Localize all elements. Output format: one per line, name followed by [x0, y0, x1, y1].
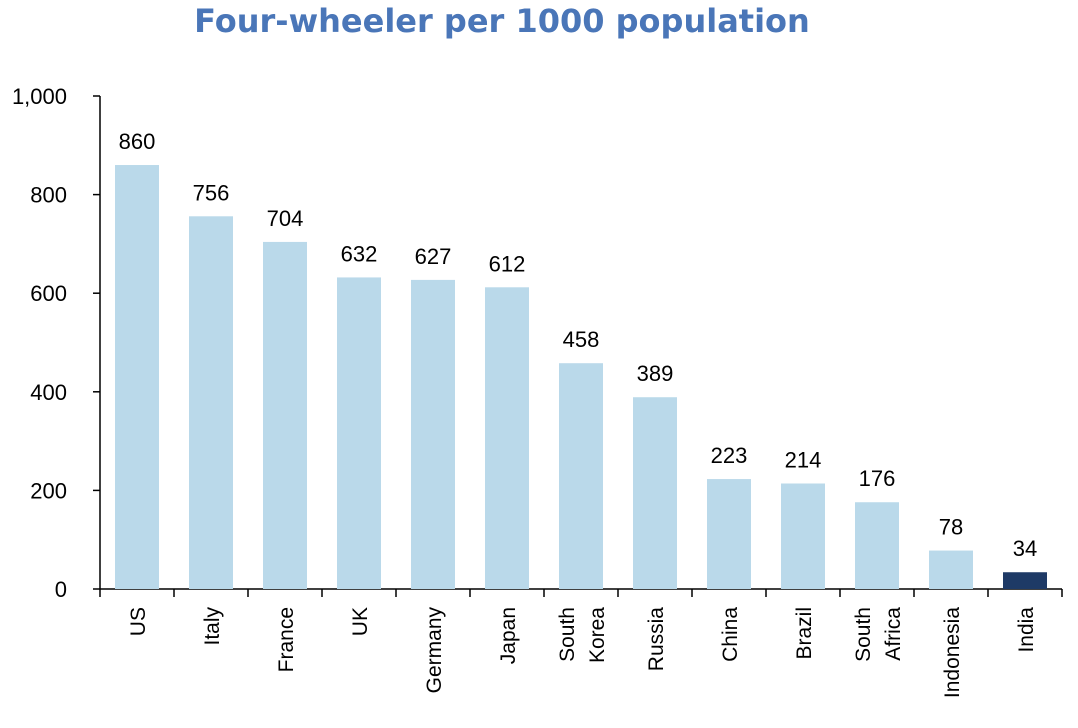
- chart-title: Four-wheeler per 1000 population: [194, 2, 810, 40]
- category-label: France: [275, 607, 298, 672]
- category-label: US: [127, 607, 150, 636]
- bar: [929, 550, 973, 589]
- data-label: 458: [563, 327, 600, 352]
- data-label: 176: [859, 466, 896, 491]
- y-tick-label: 0: [55, 577, 67, 602]
- category-label: Italy: [201, 607, 224, 646]
- category-label: Brazil: [793, 607, 816, 660]
- data-label: 756: [193, 180, 230, 205]
- category-label: South: [556, 607, 579, 662]
- y-tick-label: 400: [30, 380, 67, 405]
- category-label: Germany: [423, 607, 446, 694]
- category-label: South: [852, 607, 875, 662]
- data-label: 632: [341, 241, 378, 266]
- bar: [189, 216, 233, 590]
- data-label: 612: [489, 251, 526, 276]
- bar: [115, 165, 159, 589]
- category-label: China: [719, 607, 742, 662]
- data-label: 860: [119, 129, 156, 154]
- data-label: 223: [711, 443, 748, 468]
- category-label: Russia: [645, 607, 668, 672]
- bar: [485, 287, 529, 589]
- bars: [115, 165, 1047, 590]
- bar: [855, 502, 899, 589]
- bar: [707, 479, 751, 589]
- y-tick-label: 1,000: [12, 84, 67, 109]
- y-tick-label: 600: [30, 281, 67, 306]
- category-label: India: [1015, 607, 1038, 653]
- category-label: Indonesia: [941, 607, 964, 698]
- bar: [559, 363, 603, 589]
- category-label: Japan: [497, 607, 520, 664]
- data-label: 214: [785, 447, 822, 472]
- data-label: 78: [939, 515, 963, 540]
- y-tick-label: 800: [30, 183, 67, 208]
- data-label: 704: [267, 206, 304, 231]
- category-label: Africa: [882, 607, 905, 661]
- bar: [337, 277, 381, 589]
- category-label: Korea: [586, 607, 609, 663]
- bar: [263, 241, 307, 590]
- y-axis: 0 200 400 600 800 1,000: [12, 84, 101, 602]
- data-label: 389: [637, 361, 674, 386]
- category-label: UK: [349, 607, 372, 636]
- x-axis: [99, 588, 1063, 597]
- data-labels: 860 756 704 632 627 612 458 389 223 214 176 78 34: [119, 129, 1038, 561]
- y-tick-label: 200: [30, 478, 67, 503]
- category-labels: US Italy France UK Germany Japan South Korea Rus…: [127, 607, 1038, 699]
- bar: [781, 483, 825, 589]
- data-label: 34: [1013, 536, 1037, 561]
- data-label: 627: [415, 244, 452, 269]
- bar: [1003, 572, 1047, 589]
- bar: [411, 279, 455, 589]
- bar: [633, 397, 677, 589]
